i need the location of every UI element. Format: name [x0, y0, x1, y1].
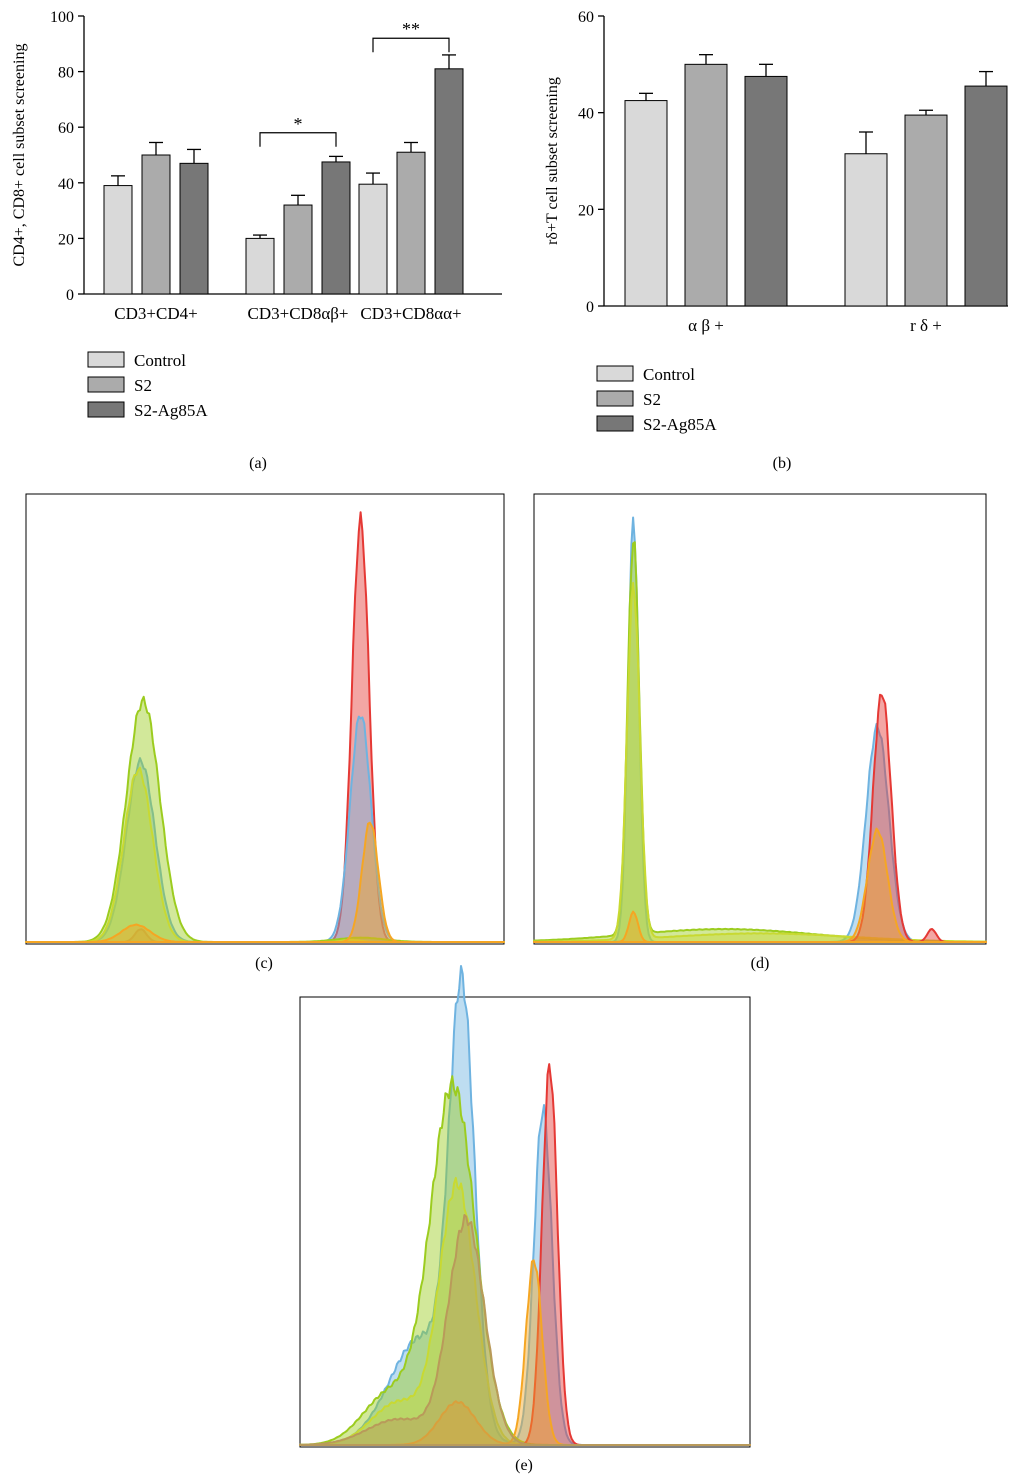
category-label: CD3+CD8αβ+: [248, 304, 349, 323]
category-label: r δ +: [910, 316, 942, 335]
histogram-series: [25, 695, 505, 943]
bar: [904, 114, 948, 307]
bar: [103, 185, 133, 295]
legend-entry: Control: [643, 365, 695, 384]
y-tick-label: 40: [578, 106, 594, 123]
bar: [964, 85, 1008, 307]
significance-bracket: [372, 37, 450, 53]
bar: [283, 204, 313, 295]
legend-entry: S2: [643, 390, 661, 409]
legend-entry: S2: [134, 376, 152, 395]
panel-a-label: (a): [249, 455, 267, 472]
legend-swatch: [596, 415, 634, 432]
legend-entry: S2-Ag85A: [643, 415, 717, 434]
bar: [844, 153, 888, 307]
legend-swatch: [87, 351, 125, 368]
bar: [744, 75, 788, 307]
histogram-series: [533, 516, 987, 943]
category-label: CD3+CD4+: [114, 304, 197, 323]
y-axis-label: CD4+, CD8+ cell subset screening: [11, 44, 28, 267]
y-tick-label: 20: [58, 231, 74, 248]
legend-swatch: [87, 376, 125, 393]
bar: [245, 237, 275, 295]
y-tick-label: 40: [58, 176, 74, 193]
y-tick-label: 0: [586, 299, 594, 316]
y-tick-label: 60: [58, 120, 74, 137]
legend-entry: S2-Ag85A: [134, 401, 208, 420]
histogram-series: [533, 827, 987, 943]
panel-c-label: (c): [255, 955, 273, 972]
y-tick-label: 100: [50, 9, 74, 26]
legend-entry: Control: [134, 351, 186, 370]
significance-label: **: [402, 19, 420, 39]
histogram-series: [533, 693, 987, 943]
bar: [358, 183, 388, 295]
panel-e-label: (e): [515, 1457, 533, 1474]
y-tick-label: 20: [578, 202, 594, 219]
bar: [179, 162, 209, 295]
histogram-series: [533, 581, 987, 943]
legend-swatch: [87, 401, 125, 418]
significance-label: *: [294, 114, 303, 134]
chart-b: 0 20 40 60 rδ+T cell subset screening α β + r …: [544, 9, 1008, 434]
chart-a: 0 20 40 60 80 100 CD4+, CD8+ cell subset scree…: [11, 9, 502, 420]
category-label: α β +: [688, 316, 724, 335]
bar: [321, 161, 351, 295]
histogram-series: [25, 715, 505, 943]
plot-frame: [533, 493, 987, 945]
category-label: CD3+CD8αα+: [360, 304, 461, 323]
significance-bracket: [259, 132, 337, 147]
plot-frame: [299, 996, 751, 1448]
y-tick-label: 60: [578, 9, 594, 26]
histogram-series: [25, 821, 505, 943]
bar: [684, 63, 728, 307]
histogram-series: [25, 766, 505, 943]
histogram-series: [533, 541, 987, 943]
y-axis-label: rδ+T cell subset screening: [544, 77, 561, 245]
histogram-series: [299, 1214, 751, 1446]
histogram-series: [25, 511, 505, 943]
plot-frame: [25, 493, 505, 945]
bar: [624, 100, 668, 307]
histogram-d: [533, 493, 987, 945]
bar: [434, 68, 464, 295]
bar: [396, 151, 426, 295]
histogram-e: [299, 965, 751, 1448]
histogram-c: [25, 493, 505, 945]
legend-swatch: [596, 365, 634, 382]
panel-b-label: (b): [773, 455, 792, 472]
bar: [141, 154, 171, 295]
y-tick-label: 80: [58, 65, 74, 82]
legend-swatch: [596, 390, 634, 407]
panel-d-label: (d): [751, 955, 770, 972]
y-tick-label: 0: [66, 287, 74, 304]
